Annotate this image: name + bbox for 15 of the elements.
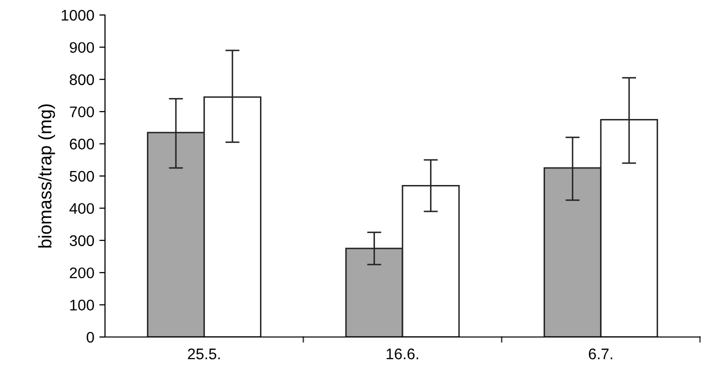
x-tick-label: 6.7. (588, 348, 612, 360)
y-tick-label: 600 (70, 138, 94, 150)
y-tick-label: 300 (70, 235, 94, 246)
y-tick-label: 400 (69, 203, 94, 214)
y-tick-label: 800 (70, 74, 94, 86)
y-axis-title: biomass/trap (mg) (38, 104, 56, 248)
y-tick-label: 700 (70, 106, 94, 118)
x-tick-label: 25.5. (188, 348, 220, 360)
y-tick-label: 900 (70, 42, 94, 53)
y-tick-label: 1000 (62, 10, 94, 21)
y-tick-label: 500 (70, 170, 94, 182)
y-tick-label: 100 (70, 300, 94, 310)
x-tick-label: 16.6. (386, 348, 418, 360)
y-tick-label: 0 (86, 332, 94, 343)
y-tick-label: 200 (70, 267, 94, 278)
